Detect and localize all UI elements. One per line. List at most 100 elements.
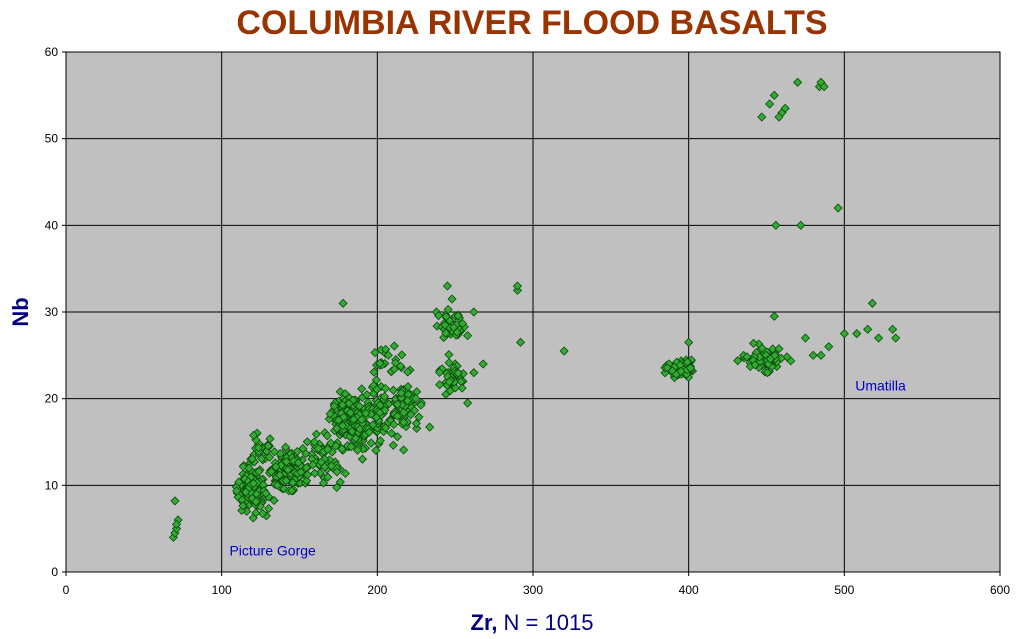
data-point [411, 393, 421, 404]
data-point [331, 441, 341, 451]
data-point [863, 324, 873, 334]
data-point [301, 449, 311, 459]
data-point [453, 368, 463, 378]
x-tick-label: 100 [212, 583, 232, 597]
data-point [265, 434, 275, 444]
data-point [339, 412, 349, 422]
data-point [403, 396, 413, 406]
data-point [281, 457, 291, 467]
data-point [357, 384, 367, 394]
data-point [241, 487, 251, 497]
data-point [381, 344, 391, 354]
data-point [337, 444, 347, 454]
axis-ticks: 0 100 200 300 400 500 600 0 10 20 30 40 50 60 [45, 45, 1011, 597]
data-point [340, 468, 350, 479]
data-point [770, 350, 780, 360]
data-point [263, 441, 273, 451]
data-point [399, 407, 409, 418]
gridlines [66, 52, 1000, 572]
data-point [249, 478, 259, 488]
y-axis-label: Nb [8, 297, 33, 326]
data-point [816, 350, 826, 360]
data-point [453, 311, 463, 321]
data-point [346, 442, 356, 452]
data-point [375, 358, 385, 368]
data-point [444, 350, 454, 360]
data-point [874, 333, 884, 343]
data-point [406, 410, 416, 420]
y-tick-label: 0 [51, 565, 58, 579]
data-point [399, 445, 409, 455]
data-point [364, 427, 374, 437]
data-point [287, 486, 297, 496]
data-point [463, 331, 473, 341]
data-point [344, 399, 354, 409]
data-point [288, 478, 298, 488]
data-point [684, 337, 694, 347]
data-point [232, 486, 242, 496]
data-point [388, 385, 398, 395]
data-point [332, 467, 342, 477]
data-point [371, 412, 381, 422]
data-point [457, 318, 468, 329]
data-point [275, 470, 285, 480]
data-point [441, 328, 451, 338]
data-point [891, 333, 901, 343]
data-point [403, 367, 413, 377]
data-point [434, 311, 444, 321]
data-point [463, 398, 473, 408]
data-point [251, 497, 261, 507]
data-point [397, 350, 407, 360]
data-point [800, 333, 810, 343]
data-point [256, 454, 267, 464]
data-point [258, 509, 268, 519]
data-point [839, 329, 849, 339]
x-axis-label-bold: Zr, [471, 610, 498, 635]
data-point [750, 360, 760, 370]
data-point [347, 426, 357, 437]
data-point [780, 103, 790, 113]
data-point [380, 383, 390, 394]
data-point [769, 311, 779, 321]
data-point [366, 438, 376, 448]
data-point [757, 343, 767, 353]
data-point [345, 408, 355, 418]
data-point [362, 390, 372, 400]
data-point [852, 329, 862, 339]
data-point [435, 380, 445, 390]
data-point [469, 307, 479, 317]
x-tick-label: 0 [63, 583, 70, 597]
data-point [733, 356, 743, 366]
data-point [478, 359, 488, 369]
data-point [412, 423, 422, 433]
data-point [322, 431, 332, 441]
data-point [335, 477, 345, 487]
data-point [512, 281, 522, 291]
data-point [357, 415, 367, 425]
data-point [371, 445, 381, 455]
data-point [261, 488, 271, 498]
data-point [375, 436, 385, 446]
data-point [444, 377, 454, 387]
data-point [867, 298, 877, 308]
data-point [388, 440, 398, 450]
data-point [425, 422, 435, 432]
data-point [170, 496, 180, 506]
data-point [247, 454, 257, 464]
data-point [354, 401, 365, 411]
data-point [824, 342, 834, 352]
annotation-label: Umatilla [855, 378, 906, 394]
data-point [392, 399, 402, 409]
data-point [442, 281, 452, 291]
data-point [796, 220, 806, 230]
data-point [269, 495, 279, 506]
data-point [396, 361, 406, 371]
data-point [368, 420, 378, 430]
data-point [323, 444, 333, 454]
data-point [332, 482, 342, 493]
data-point [309, 437, 319, 447]
data-point [271, 462, 281, 472]
data-point [310, 468, 320, 478]
y-tick-label: 20 [45, 392, 59, 406]
